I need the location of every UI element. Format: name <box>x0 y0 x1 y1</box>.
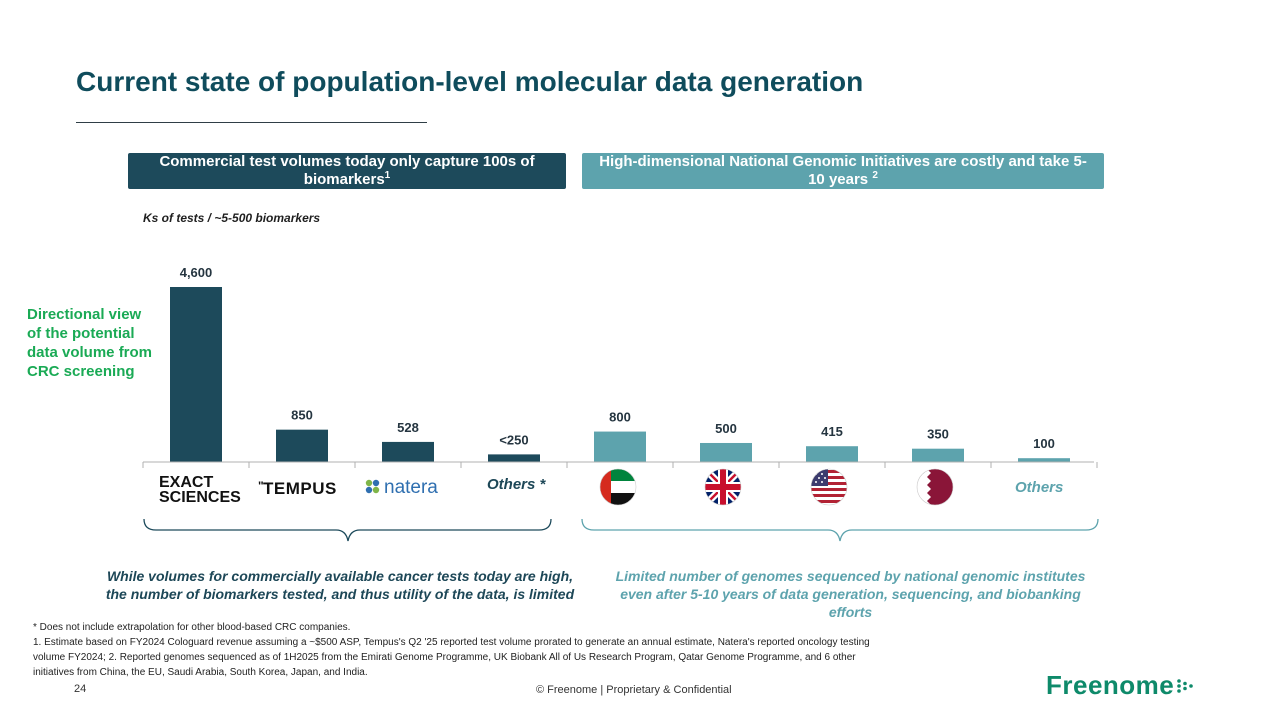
footnotes: * Does not include extrapolation for oth… <box>33 620 893 680</box>
footnote-asterisk: * Does not include extrapolation for oth… <box>33 622 351 633</box>
header-right-text: High-dimensional National Genomic Initia… <box>599 153 1087 188</box>
us-flag-icon <box>810 468 848 506</box>
bar-value-label-5: 500 <box>715 421 737 436</box>
freenome-logo: Freenome <box>1046 670 1198 701</box>
bar-7 <box>912 448 964 462</box>
freenome-dots-icon <box>1177 678 1194 693</box>
bar-value-label-7: 350 <box>927 427 949 442</box>
header-left-footnote: 1 <box>384 170 391 181</box>
bar-value-label-4: 800 <box>609 410 631 425</box>
bar-4 <box>594 431 646 462</box>
page-number: 24 <box>74 683 87 695</box>
tempus-logo-text: TEMPUS <box>263 479 337 498</box>
bar-3 <box>488 454 540 462</box>
footnote-sources: 1. Estimate based on FY2024 Cologuard re… <box>33 637 870 678</box>
uae-flag-icon <box>599 468 637 506</box>
bar-value-label-0: 4,600 <box>180 265 213 280</box>
bar-0 <box>170 287 222 462</box>
exact-logo-line1: EXACT <box>159 474 213 491</box>
header-box-national: High-dimensional National Genomic Initia… <box>582 153 1104 189</box>
bar-5 <box>700 442 752 462</box>
exact-logo-line2: SCIENCES <box>159 489 241 506</box>
bar-1 <box>276 429 328 462</box>
page-title: Current state of population-level molecu… <box>76 66 864 97</box>
chart-subtitle: Ks of tests / ~5-500 biomarkers <box>143 211 321 225</box>
bar-value-label-6: 415 <box>821 424 843 439</box>
exact-sciences-logo: EXACT SCIENCES <box>159 474 241 506</box>
bar-value-label-2: 528 <box>397 420 419 435</box>
national-caption: Limited number of genomes sequenced by n… <box>615 568 1086 620</box>
confidentiality-footer: © Freenome | Proprietary & Confidential <box>536 684 732 696</box>
commercial-brace <box>143 518 552 542</box>
natera-dots-icon <box>365 479 380 494</box>
bar-6 <box>806 446 858 462</box>
uk-flag-icon <box>704 468 742 506</box>
bar-8 <box>1018 458 1070 462</box>
directional-view-label: Directional view of the potential data v… <box>27 306 153 380</box>
header-right-footnote: 2 <box>872 170 878 181</box>
others-commercial-label: Others * <box>487 476 547 493</box>
bar-value-label-1: 850 <box>291 408 313 423</box>
commercial-caption: While volumes for commercially available… <box>105 568 575 602</box>
natera-logo: natera <box>365 477 438 498</box>
qatar-flag-icon <box>916 468 954 506</box>
national-brace <box>581 518 1099 542</box>
natera-logo-text: natera <box>384 477 438 498</box>
bar-value-label-8: 100 <box>1033 436 1055 451</box>
brand-name: Freenome <box>1046 670 1175 700</box>
header-box-commercial: Commercial test volumes today only captu… <box>128 153 566 189</box>
title-divider <box>76 122 427 123</box>
svg-text:": " <box>258 479 264 493</box>
tempus-logo: " TEMPUS <box>258 479 337 498</box>
header-left-text: Commercial test volumes today only captu… <box>159 153 535 188</box>
bar-value-label-3: <250 <box>499 432 528 447</box>
bar-2 <box>382 441 434 462</box>
others-national-label: Others <box>1015 479 1063 496</box>
